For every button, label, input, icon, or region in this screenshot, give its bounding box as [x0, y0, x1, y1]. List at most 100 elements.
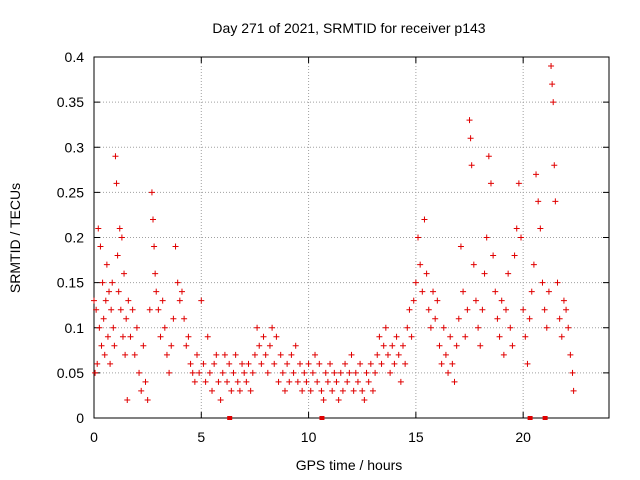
data-point [421, 216, 428, 223]
data-point [123, 315, 130, 322]
data-point [297, 360, 303, 367]
data-point [221, 351, 228, 358]
chart-title: Day 271 of 2021, SRMTID for receiver p14… [212, 20, 485, 36]
data-point [427, 324, 434, 331]
data-point [95, 225, 102, 232]
plot-frame [93, 56, 610, 419]
data-point [322, 369, 329, 376]
data-point [342, 360, 349, 367]
data-point [500, 351, 507, 358]
data-point [316, 360, 323, 367]
data-point [522, 333, 529, 340]
data-point [152, 270, 159, 277]
data-point [324, 378, 331, 385]
data-point [185, 333, 192, 340]
data-point [395, 351, 402, 358]
data-point [251, 351, 258, 358]
data-point [460, 288, 467, 295]
data-point [117, 306, 124, 313]
data-point [393, 333, 400, 340]
gap-marker [542, 416, 548, 420]
data-point [507, 324, 514, 331]
data-point [425, 306, 432, 313]
gap-marker [527, 416, 533, 420]
data-point [570, 387, 577, 394]
data-point [247, 387, 254, 394]
data-point [148, 189, 155, 196]
data-point [275, 378, 282, 385]
data-point [367, 360, 374, 367]
data-point [331, 369, 338, 376]
data-point [112, 153, 119, 160]
data-point [301, 369, 308, 376]
data-point [281, 387, 288, 394]
data-point [565, 324, 572, 331]
data-point [269, 324, 276, 331]
data-point [111, 342, 118, 349]
data-point [365, 378, 372, 385]
data-point [266, 342, 273, 349]
data-point [537, 225, 544, 232]
data-point [243, 378, 250, 385]
data-point [524, 360, 531, 367]
data-point [99, 279, 106, 286]
data-point [98, 342, 105, 349]
x-tick-label: 20 [515, 429, 531, 445]
data-point [412, 279, 419, 286]
data-point [549, 81, 556, 88]
data-point [415, 234, 422, 241]
y-tick-label: 0.2 [65, 230, 85, 246]
data-point [569, 369, 576, 376]
data-point [354, 378, 361, 385]
data-point [533, 171, 540, 178]
data-point [136, 369, 143, 376]
data-point [254, 324, 261, 331]
data-point [361, 396, 368, 403]
data-point [309, 369, 316, 376]
data-point [470, 261, 477, 268]
y-tick-label: 0.05 [57, 365, 84, 381]
data-point [467, 135, 474, 142]
data-point [513, 225, 520, 232]
data-point [440, 324, 447, 331]
data-point [150, 216, 157, 223]
data-point [241, 369, 248, 376]
data-point [505, 270, 512, 277]
data-point [140, 342, 147, 349]
data-point [335, 396, 342, 403]
data-point [299, 387, 306, 394]
data-point [245, 360, 252, 367]
data-point [374, 351, 381, 358]
data-point [552, 198, 559, 205]
data-point [475, 324, 482, 331]
data-point [96, 324, 103, 331]
data-point [144, 396, 151, 403]
data-point [541, 306, 548, 313]
y-tick-label: 0.1 [65, 320, 85, 336]
data-point [133, 324, 140, 331]
data-point [305, 360, 312, 367]
data-point [498, 297, 505, 304]
data-point [174, 279, 181, 286]
data-point [481, 270, 488, 277]
gap-markers [227, 416, 548, 420]
data-point [204, 333, 211, 340]
data-point [109, 279, 116, 286]
data-point [196, 369, 203, 376]
data-point [535, 198, 542, 205]
data-point [369, 387, 376, 394]
data-points [91, 63, 577, 403]
data-point [209, 387, 216, 394]
data-point [346, 369, 353, 376]
data-point [376, 333, 383, 340]
data-point [434, 297, 441, 304]
x-tick-label: 10 [301, 429, 317, 445]
data-point [554, 279, 561, 286]
data-point [359, 387, 366, 394]
data-point [337, 369, 344, 376]
data-point [352, 369, 359, 376]
data-point [408, 333, 415, 340]
data-point [230, 369, 237, 376]
y-tick-label: 0.4 [65, 49, 85, 65]
data-point [432, 315, 439, 322]
